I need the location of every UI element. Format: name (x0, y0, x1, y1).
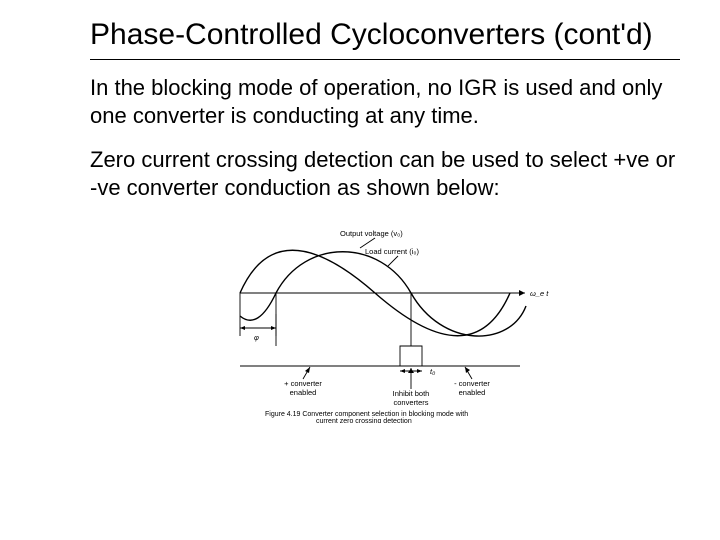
voltage-label: Output voltage (v₀) (340, 229, 403, 238)
inhibit-label-l1: Inhibit both (393, 389, 430, 398)
pos-label-l2: enabled (290, 388, 317, 397)
phi-arrow-left-icon (240, 326, 245, 330)
paragraph-2: Zero current crossing detection can be u… (90, 146, 680, 202)
pos-arrow-icon (305, 367, 310, 373)
phi-arrow-right-icon (271, 326, 276, 330)
figure-container: ω_e t path[data-name="current-curve"]{di… (90, 218, 680, 423)
paragraph-1: In the blocking mode of operation, no IG… (90, 74, 680, 130)
inhibit-pulse (240, 346, 520, 366)
current-label: Load current (i₀) (365, 247, 419, 256)
waveform-diagram: ω_e t path[data-name="current-curve"]{di… (210, 218, 560, 423)
t0-arrow-right-icon (417, 369, 422, 373)
slide-title: Phase-Controlled Cycloconverters (cont'd… (90, 18, 680, 60)
current-leader (388, 256, 398, 266)
axis-label: ω_e t (530, 289, 549, 298)
neg-label-l2: enabled (459, 388, 486, 397)
axis-arrow-icon (519, 290, 525, 296)
phi-label: φ (254, 333, 259, 342)
t0-arrow-left-icon (400, 369, 405, 373)
t0-label: t₀ (430, 367, 435, 376)
figure-caption-l1: Figure 4.19 Converter component selectio… (265, 411, 468, 418)
figure-caption-l2: current zero crossing detection (316, 418, 412, 423)
pos-label-l1: + converter (284, 379, 322, 388)
current-curve-main (240, 252, 526, 336)
inhibit-label-l2: converters (393, 398, 428, 407)
inhibit-arrow-icon (408, 368, 414, 373)
neg-label-l1: - converter (454, 379, 490, 388)
